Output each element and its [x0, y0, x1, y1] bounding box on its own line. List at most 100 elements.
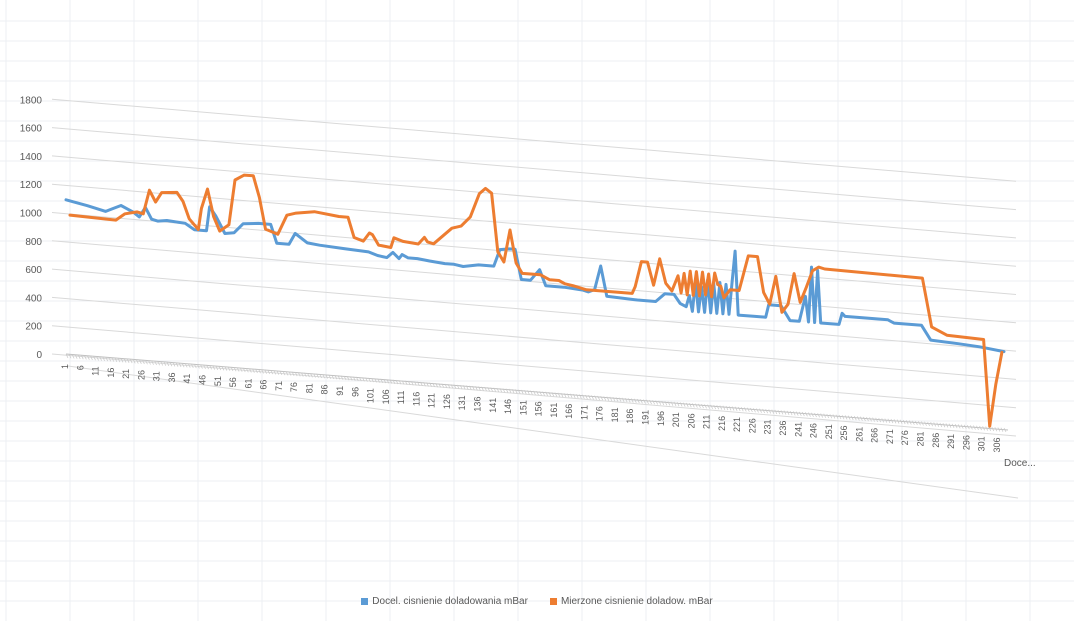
- x-tick-mark: [805, 412, 808, 417]
- x-tick-mark: [924, 421, 927, 426]
- x-tick-mark: [313, 373, 316, 378]
- x-tick-mark: [667, 401, 671, 406]
- x-tick-mark: [157, 361, 160, 366]
- x-tick-label: 166: [564, 404, 574, 419]
- x-tick-mark: [417, 381, 420, 386]
- x-tick-mark: [285, 371, 289, 376]
- chart-gridline: [51, 325, 1017, 409]
- x-tick-label: 281: [916, 431, 926, 446]
- x-tick-mark: [633, 398, 637, 403]
- x-tick-mark: [294, 371, 298, 377]
- x-tick-mark: [578, 394, 582, 399]
- x-tick-mark: [212, 365, 215, 370]
- x-tick-mark: [545, 391, 549, 397]
- x-tick-mark: [979, 425, 982, 431]
- x-tick-mark: [664, 401, 668, 406]
- x-tick-mark: [90, 355, 93, 361]
- x-tick-mark: [673, 401, 677, 407]
- x-tick-mark: [640, 399, 643, 404]
- y-tick-label: 400: [25, 293, 42, 304]
- x-tick-label: 276: [900, 430, 910, 445]
- x-tick-mark: [209, 365, 212, 370]
- x-tick-mark: [881, 418, 885, 423]
- x-tick-mark: [420, 381, 423, 387]
- x-tick-mark: [621, 397, 625, 403]
- x-tick-mark: [337, 375, 341, 380]
- x-tick-label: 66: [259, 380, 269, 390]
- x-tick-mark: [163, 361, 167, 366]
- x-tick-mark: [126, 358, 130, 363]
- legend-label: Docel. cisnienie doladowania mBar: [372, 596, 528, 607]
- x-tick-mark: [869, 417, 872, 422]
- x-tick-mark: [300, 372, 304, 377]
- x-tick-label: 61: [243, 378, 253, 388]
- x-tick-mark: [728, 406, 732, 411]
- x-tick-mark: [328, 374, 332, 379]
- x-tick-mark: [902, 419, 906, 425]
- x-tick-label: 151: [518, 400, 528, 415]
- x-tick-mark: [239, 367, 243, 372]
- x-tick-mark: [762, 408, 765, 414]
- x-tick-label: 31: [152, 371, 162, 381]
- x-tick-mark: [322, 374, 325, 379]
- x-tick-mark: [927, 421, 930, 427]
- x-tick-label: 81: [304, 383, 314, 393]
- x-tick-mark: [643, 399, 646, 404]
- x-tick-mark: [129, 358, 133, 364]
- y-axis: 1800 1600 1400 1200 1000 800 600 400 200 0: [20, 95, 43, 361]
- x-tick-mark: [670, 401, 674, 406]
- x-tick-label: 291: [946, 434, 956, 449]
- x-tick-label: 26: [136, 370, 146, 380]
- x-tick-label: 146: [503, 399, 513, 414]
- x-tick-mark: [96, 356, 99, 361]
- x-tick-mark: [563, 393, 567, 398]
- x-tick-mark: [398, 380, 402, 385]
- x-tick-mark: [478, 386, 481, 391]
- x-tick-mark: [786, 410, 790, 416]
- x-tick-mark: [808, 412, 811, 417]
- chart-gridline: [51, 240, 1017, 324]
- x-tick-mark: [270, 369, 274, 375]
- x-tick-mark: [707, 404, 710, 409]
- x-tick-mark: [484, 386, 487, 392]
- x-tick-mark: [850, 415, 854, 421]
- legend-label: Mierzone cisnienie doladow. mBar: [560, 596, 713, 607]
- x-tick-mark: [954, 423, 958, 429]
- x-tick-mark: [560, 392, 564, 398]
- x-tick-label: 186: [625, 409, 635, 424]
- x-tick-mark: [438, 383, 442, 388]
- x-tick-label: 16: [106, 368, 116, 378]
- x-tick-mark: [539, 391, 542, 396]
- x-tick-mark: [514, 389, 518, 394]
- x-tick-label: 71: [274, 381, 284, 391]
- x-tick-mark: [520, 389, 524, 395]
- x-tick-mark: [426, 382, 429, 387]
- x-tick-mark: [117, 357, 121, 363]
- y-tick-label: 800: [25, 237, 42, 248]
- x-tick-mark: [273, 370, 277, 375]
- x-tick-mark: [245, 368, 249, 373]
- x-tick-mark: [899, 419, 903, 424]
- x-tick-mark: [957, 424, 961, 429]
- x-tick-mark: [982, 426, 985, 431]
- x-tick-mark: [392, 379, 396, 384]
- x-tick-mark: [383, 378, 387, 384]
- x-tick-mark: [798, 411, 802, 417]
- x-tick-label: 301: [977, 436, 987, 451]
- x-tick-mark: [190, 363, 194, 369]
- x-tick-mark: [600, 396, 604, 401]
- x-tick-mark: [829, 414, 833, 419]
- x-tick-mark: [178, 362, 182, 368]
- y-tick-label: 0: [36, 350, 42, 361]
- x-tick-mark: [921, 421, 924, 426]
- x-tick-mark: [997, 427, 1001, 432]
- x-tick-mark: [255, 368, 258, 374]
- x-tick-label: 286: [931, 433, 941, 448]
- x-tick-mark: [942, 423, 946, 428]
- x-tick-mark: [465, 385, 469, 390]
- x-tick-mark: [380, 378, 384, 383]
- x-tick-label: 121: [427, 393, 437, 408]
- x-tick-mark: [252, 368, 255, 373]
- x-tick-mark: [493, 387, 497, 392]
